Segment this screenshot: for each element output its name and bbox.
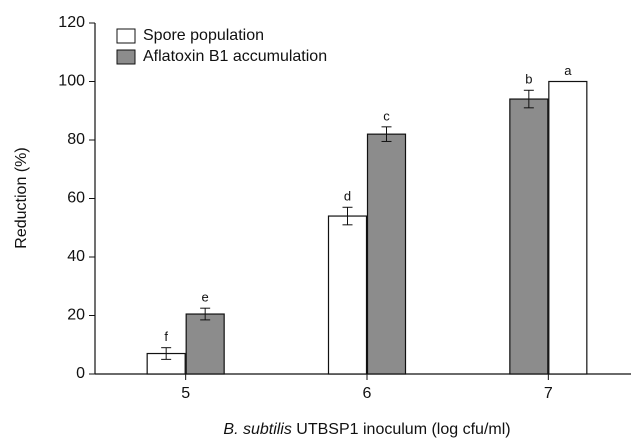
- y-tick-label: 120: [58, 14, 85, 31]
- bar: [509, 98, 549, 375]
- x-tick-label: 7: [544, 385, 553, 402]
- y-tick-label: 20: [67, 307, 85, 324]
- significance-letter: d: [344, 189, 351, 204]
- x-axis-label-italic: B. subtilis: [223, 421, 291, 438]
- significance-letter: e: [202, 290, 209, 305]
- bar: [327, 215, 368, 375]
- y-tick-label: 60: [67, 190, 85, 207]
- legend-swatch: [116, 49, 136, 65]
- y-tick-label: 80: [67, 131, 85, 148]
- legend-swatch: [116, 28, 136, 44]
- y-tick-label: 100: [58, 73, 85, 90]
- significance-letter: f: [164, 329, 168, 344]
- significance-letter: b: [525, 72, 532, 87]
- legend-label: Aflatoxin B1 accumulation: [143, 48, 327, 65]
- y-axis-label: Reduction (%): [13, 147, 30, 248]
- significance-letter: c: [383, 108, 390, 123]
- x-axis-label: B. subtilis UTBSP1 inoculum (log cfu/ml): [223, 421, 510, 438]
- x-tick-label: 6: [363, 385, 372, 402]
- legend-label: Spore population: [143, 27, 264, 44]
- y-tick-label: 40: [67, 248, 85, 265]
- bar: [366, 133, 407, 375]
- y-tick-label: 0: [76, 365, 85, 382]
- x-axis-label-rest: UTBSP1 inoculum (log cfu/ml): [292, 421, 511, 438]
- bar: [548, 80, 588, 375]
- x-tick-label: 5: [181, 385, 190, 402]
- significance-letter: a: [564, 63, 572, 78]
- bar: [185, 313, 225, 375]
